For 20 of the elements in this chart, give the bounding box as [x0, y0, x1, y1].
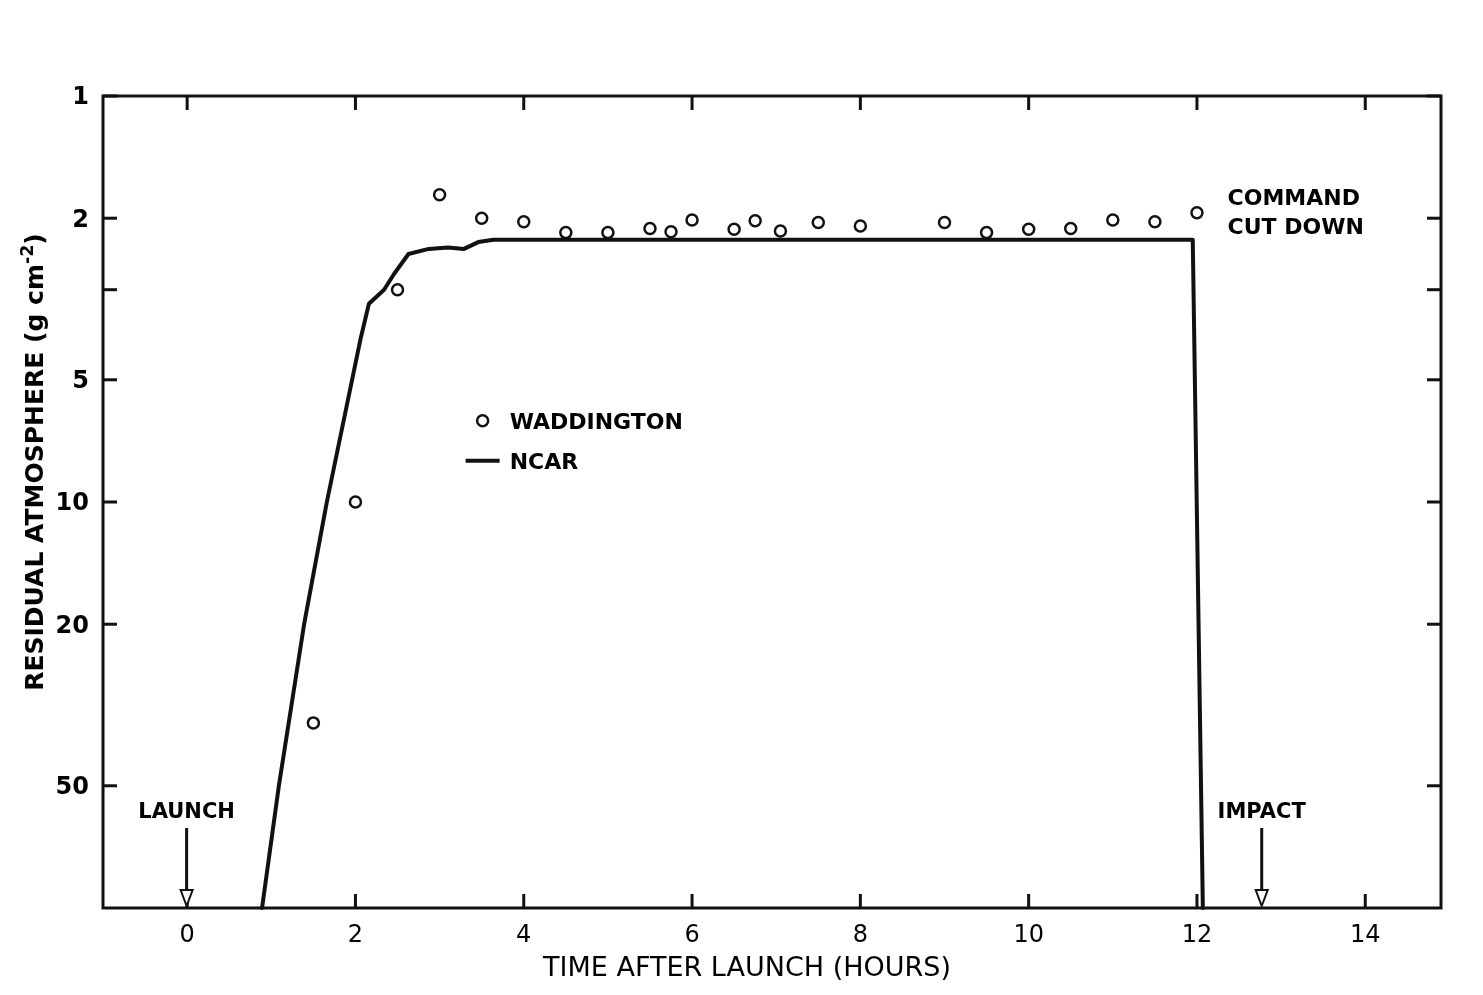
- annotation: COMMAND CUT DOWN: [1227, 185, 1364, 239]
- y-tick-label: 5: [72, 366, 89, 395]
- x-tick-label: 2: [347, 920, 364, 948]
- x-tick-label: 10: [1013, 920, 1044, 948]
- y-tick-label: 1: [72, 82, 89, 111]
- y-tick-label: 20: [55, 610, 89, 639]
- y-tick-label: 10: [55, 488, 89, 517]
- x-tick-label: 12: [1181, 920, 1213, 948]
- x-tick-label: 0: [179, 920, 195, 948]
- x-tick-label: 6: [684, 920, 700, 948]
- x-tick-label: 4: [516, 920, 532, 948]
- annotation: LAUNCH: [138, 799, 235, 823]
- legend-label: NCAR: [509, 448, 579, 474]
- y-tick-label: 2: [72, 204, 89, 233]
- annotation: IMPACT: [1217, 799, 1307, 823]
- legend-label: WADDINGTON: [509, 408, 683, 434]
- x-tick-label: 8: [852, 920, 868, 948]
- y-tick-label: 50: [55, 772, 89, 801]
- x-axis-title: TIME AFTER LAUNCH (HOURS): [542, 951, 951, 982]
- x-tick-label: 14: [1349, 920, 1381, 948]
